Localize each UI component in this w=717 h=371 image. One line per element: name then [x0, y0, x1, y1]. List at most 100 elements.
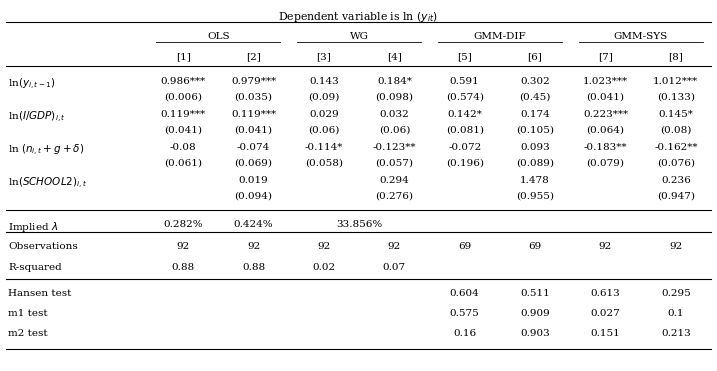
Text: 0.903: 0.903: [521, 329, 550, 338]
Text: 0.236: 0.236: [661, 176, 690, 185]
Text: 0.16: 0.16: [453, 329, 476, 338]
Text: Hansen test: Hansen test: [8, 289, 72, 298]
Text: 1.478: 1.478: [521, 176, 550, 185]
Text: 0.119***: 0.119***: [161, 110, 206, 119]
Text: OLS: OLS: [207, 32, 229, 41]
Text: (0.076): (0.076): [657, 159, 695, 168]
Text: 0.613: 0.613: [591, 289, 620, 298]
Text: (0.064): (0.064): [587, 126, 625, 135]
Text: (0.196): (0.196): [446, 159, 484, 168]
Text: [8]: [8]: [668, 52, 683, 61]
Text: 0.029: 0.029: [309, 110, 339, 119]
Text: 0.019: 0.019: [239, 176, 268, 185]
Text: 0.986***: 0.986***: [161, 77, 206, 86]
Text: 0.07: 0.07: [383, 263, 406, 272]
Text: [1]: [1]: [176, 52, 191, 61]
Text: [7]: [7]: [598, 52, 613, 61]
Text: (0.041): (0.041): [234, 126, 272, 135]
Text: (0.035): (0.035): [234, 93, 272, 102]
Text: ln$(I/GDP)_{i,t}$: ln$(I/GDP)_{i,t}$: [8, 110, 66, 125]
Text: -0.162**: -0.162**: [654, 143, 698, 152]
Text: 0.88: 0.88: [242, 263, 265, 272]
Text: 0.1: 0.1: [668, 309, 684, 318]
Text: 92: 92: [176, 242, 190, 251]
Text: (0.105): (0.105): [516, 126, 554, 135]
Text: (0.276): (0.276): [375, 192, 413, 201]
Text: (0.061): (0.061): [164, 159, 202, 168]
Text: -0.074: -0.074: [237, 143, 270, 152]
Text: 0.282%: 0.282%: [163, 220, 203, 229]
Text: (0.006): (0.006): [164, 93, 202, 102]
Text: -0.072: -0.072: [448, 143, 481, 152]
Text: (0.089): (0.089): [516, 159, 554, 168]
Text: 1.023***: 1.023***: [583, 77, 628, 86]
Text: 0.184*: 0.184*: [377, 77, 412, 86]
Text: (0.041): (0.041): [164, 126, 202, 135]
Text: 0.142*: 0.142*: [447, 110, 482, 119]
Text: 33.856%: 33.856%: [336, 220, 382, 229]
Text: -0.123**: -0.123**: [373, 143, 416, 152]
Text: (0.947): (0.947): [657, 192, 695, 201]
Text: (0.081): (0.081): [446, 126, 484, 135]
Text: [5]: [5]: [457, 52, 472, 61]
Text: WG: WG: [350, 32, 369, 41]
Text: 0.88: 0.88: [171, 263, 195, 272]
Text: 0.151: 0.151: [591, 329, 620, 338]
Text: 0.575: 0.575: [450, 309, 480, 318]
Text: Dependent variable is ln $(y_{it})$: Dependent variable is ln $(y_{it})$: [278, 10, 438, 24]
Text: [2]: [2]: [246, 52, 261, 61]
Text: 92: 92: [599, 242, 612, 251]
Text: 0.511: 0.511: [521, 289, 550, 298]
Text: 0.143: 0.143: [309, 77, 339, 86]
Text: (0.058): (0.058): [305, 159, 343, 168]
Text: 0.032: 0.032: [379, 110, 409, 119]
Text: [4]: [4]: [387, 52, 402, 61]
Text: (0.06): (0.06): [379, 126, 410, 135]
Text: 0.294: 0.294: [379, 176, 409, 185]
Text: 0.119***: 0.119***: [231, 110, 276, 119]
Text: 0.093: 0.093: [521, 143, 550, 152]
Text: (0.574): (0.574): [446, 93, 484, 102]
Text: -0.183**: -0.183**: [584, 143, 627, 152]
Text: 69: 69: [458, 242, 471, 251]
Text: m1 test: m1 test: [8, 309, 47, 318]
Text: 0.145*: 0.145*: [658, 110, 693, 119]
Text: (0.057): (0.057): [375, 159, 413, 168]
Text: 0.027: 0.027: [591, 309, 620, 318]
Text: ln $(n_{i,t}+g+\delta)$: ln $(n_{i,t}+g+\delta)$: [8, 143, 85, 158]
Text: 92: 92: [247, 242, 260, 251]
Text: (0.06): (0.06): [308, 126, 340, 135]
Text: [3]: [3]: [316, 52, 331, 61]
Text: ln$(SCHOOL2)_{i,t}$: ln$(SCHOOL2)_{i,t}$: [8, 176, 87, 191]
Text: 0.591: 0.591: [450, 77, 480, 86]
Text: GMM-DIF: GMM-DIF: [473, 32, 526, 41]
Text: 92: 92: [318, 242, 331, 251]
Text: R-squared: R-squared: [8, 263, 62, 272]
Text: 0.295: 0.295: [661, 289, 690, 298]
Text: 0.213: 0.213: [661, 329, 690, 338]
Text: -0.114*: -0.114*: [305, 143, 343, 152]
Text: 0.909: 0.909: [521, 309, 550, 318]
Text: Observations: Observations: [8, 242, 77, 251]
Text: (0.133): (0.133): [657, 93, 695, 102]
Text: 0.979***: 0.979***: [231, 77, 276, 86]
Text: 0.02: 0.02: [313, 263, 336, 272]
Text: (0.041): (0.041): [587, 93, 625, 102]
Text: 92: 92: [669, 242, 683, 251]
Text: 0.223***: 0.223***: [583, 110, 628, 119]
Text: 69: 69: [528, 242, 541, 251]
Text: 1.012***: 1.012***: [653, 77, 698, 86]
Text: 92: 92: [388, 242, 401, 251]
Text: GMM-SYS: GMM-SYS: [614, 32, 668, 41]
Text: -0.08: -0.08: [170, 143, 196, 152]
Text: 0.424%: 0.424%: [234, 220, 273, 229]
Text: Implied $\lambda$: Implied $\lambda$: [8, 220, 58, 234]
Text: (0.09): (0.09): [308, 93, 340, 102]
Text: [6]: [6]: [528, 52, 543, 61]
Text: (0.08): (0.08): [660, 126, 691, 135]
Text: (0.069): (0.069): [234, 159, 272, 168]
Text: m2 test: m2 test: [8, 329, 47, 338]
Text: (0.098): (0.098): [375, 93, 413, 102]
Text: 0.604: 0.604: [450, 289, 480, 298]
Text: 0.174: 0.174: [521, 110, 550, 119]
